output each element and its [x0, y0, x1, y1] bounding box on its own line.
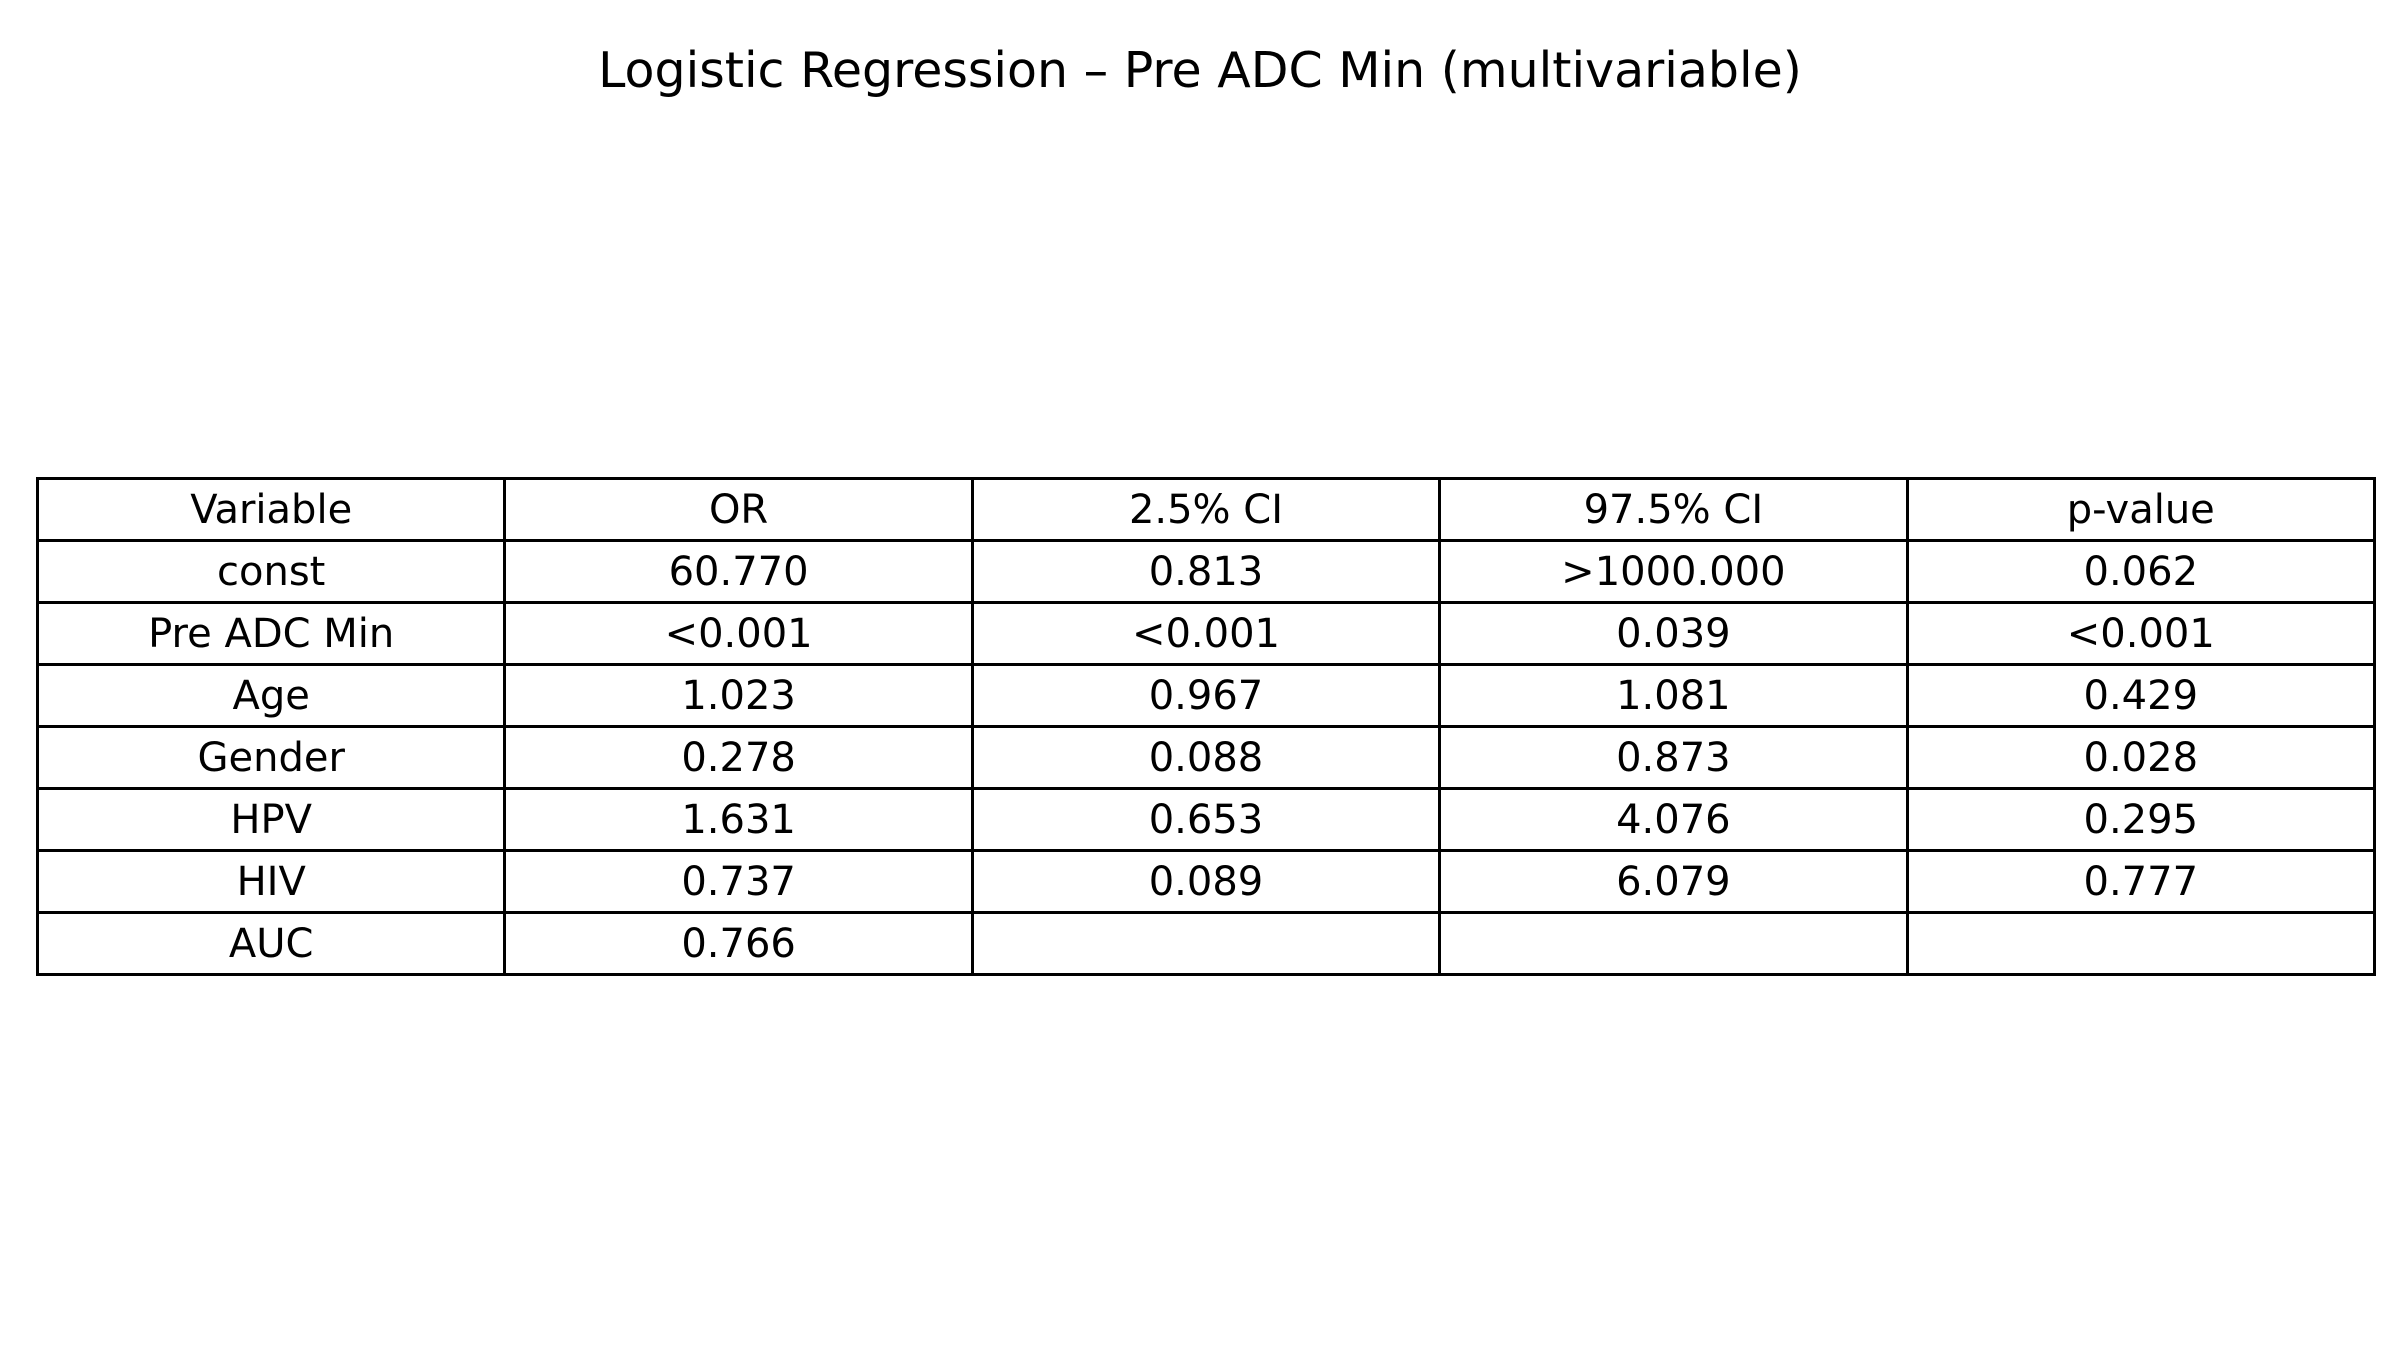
table-row: HIV 0.737 0.089 6.079 0.777	[35, 849, 2377, 914]
header-variable: Variable	[35, 477, 507, 542]
cell-variable: const	[35, 539, 507, 604]
cell-variable: Age	[35, 663, 507, 728]
cell-or: 0.737	[503, 849, 974, 914]
table-body: const 60.770 0.813 >1000.000 0.062 Pre ADC Mi…	[35, 539, 2377, 976]
cell-ci-lower: <0.001	[970, 601, 1442, 666]
cell-ci-upper: 0.873	[1438, 725, 1909, 790]
cell-p-value: <0.001	[1905, 601, 2377, 666]
chart-title: Logistic Regression – Pre ADC Min (multi…	[598, 42, 1802, 99]
cell-p-value: 0.777	[1905, 849, 2377, 914]
cell-ci-lower: 0.089	[970, 849, 1442, 914]
cell-variable: AUC	[35, 911, 507, 976]
cell-ci-upper: 1.081	[1438, 663, 1909, 728]
cell-ci-upper: 4.076	[1438, 787, 1909, 852]
table-row: HPV 1.631 0.653 4.076 0.295	[35, 787, 2377, 852]
table-row: const 60.770 0.813 >1000.000 0.062	[35, 539, 2377, 604]
results-table: Variable OR 2.5% CI 97.5% CI p-value con…	[35, 477, 2377, 976]
cell-ci-lower: 0.813	[970, 539, 1442, 604]
header-p-value: p-value	[1905, 477, 2377, 542]
cell-variable: HPV	[35, 787, 507, 852]
table-row: Age 1.023 0.967 1.081 0.429	[35, 663, 2377, 728]
cell-ci-upper: 0.039	[1438, 601, 1909, 666]
cell-ci-lower: 0.653	[970, 787, 1442, 852]
cell-or: 1.023	[503, 663, 974, 728]
cell-p-value: 0.062	[1905, 539, 2377, 604]
header-ci-lower: 2.5% CI	[970, 477, 1442, 542]
cell-ci-lower: 0.088	[970, 725, 1442, 790]
cell-ci-lower: 0.967	[970, 663, 1442, 728]
cell-or: 1.631	[503, 787, 974, 852]
table-row: AUC 0.766	[35, 911, 2377, 976]
table-header: Variable OR 2.5% CI 97.5% CI p-value	[35, 477, 2377, 542]
cell-ci-upper	[1438, 911, 1909, 976]
cell-or: <0.001	[503, 601, 974, 666]
cell-ci-upper: >1000.000	[1438, 539, 1909, 604]
cell-p-value: 0.295	[1905, 787, 2377, 852]
header-or: OR	[503, 477, 974, 542]
cell-p-value	[1905, 911, 2377, 976]
table-row: Pre ADC Min <0.001 <0.001 0.039 <0.001	[35, 601, 2377, 666]
cell-ci-upper: 6.079	[1438, 849, 1909, 914]
cell-p-value: 0.028	[1905, 725, 2377, 790]
header-ci-upper: 97.5% CI	[1438, 477, 1909, 542]
cell-or: 0.766	[503, 911, 974, 976]
cell-variable: Gender	[35, 725, 507, 790]
cell-p-value: 0.429	[1905, 663, 2377, 728]
cell-variable: Pre ADC Min	[35, 601, 507, 666]
table-row: Gender 0.278 0.088 0.873 0.028	[35, 725, 2377, 790]
cell-or: 60.770	[503, 539, 974, 604]
cell-ci-lower	[970, 911, 1442, 976]
cell-or: 0.278	[503, 725, 974, 790]
cell-variable: HIV	[35, 849, 507, 914]
header-row: Variable OR 2.5% CI 97.5% CI p-value	[35, 477, 2377, 542]
